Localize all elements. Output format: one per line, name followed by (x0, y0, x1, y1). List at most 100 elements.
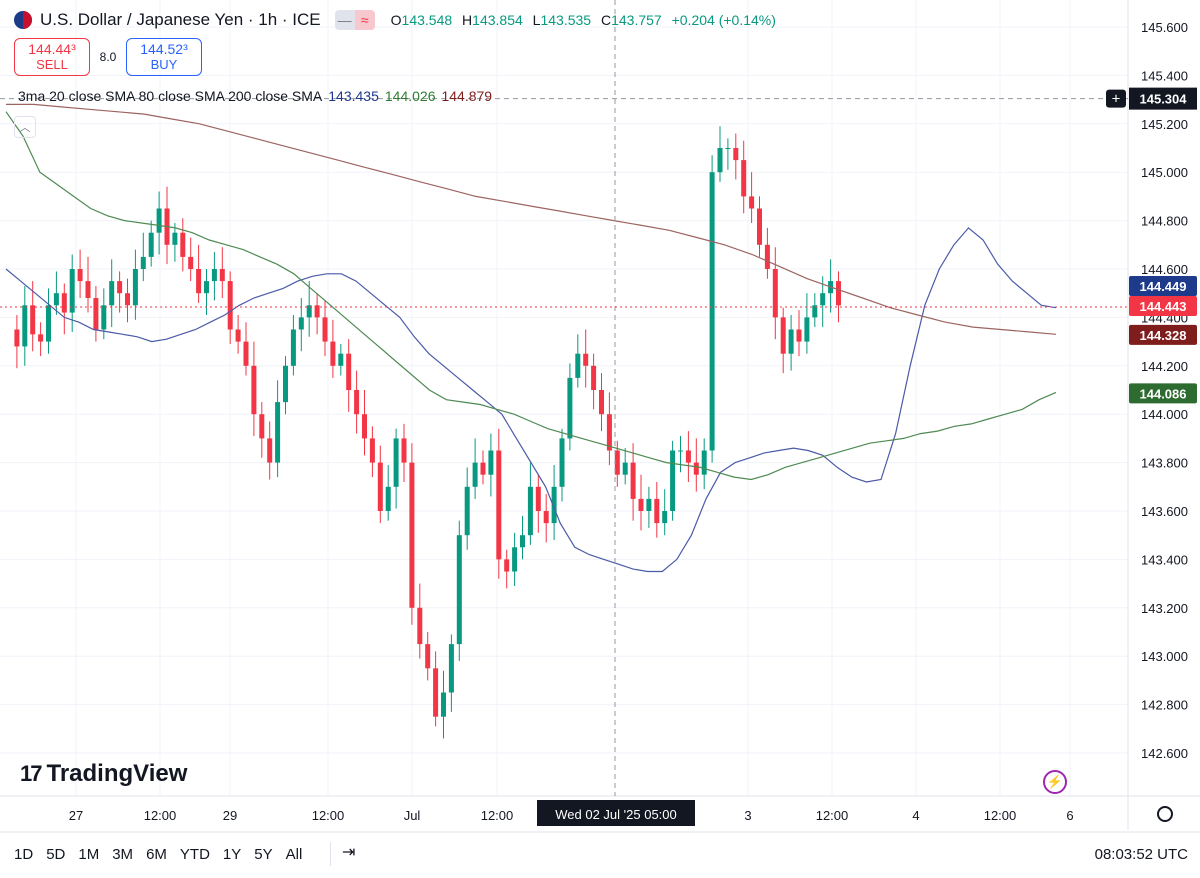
candle-body (472, 462, 478, 487)
candle-body (646, 498, 652, 511)
crosshair-price-label-bg (1129, 87, 1197, 110)
range-all[interactable]: All (285, 846, 303, 863)
candle-body (267, 438, 273, 463)
candle-body (219, 269, 225, 282)
pill-toggle[interactable]: — ≈ (334, 10, 375, 30)
candle-body (14, 329, 20, 347)
y-tick-label: 145.600 (1141, 20, 1188, 35)
candle-body (93, 298, 99, 330)
candle-body (362, 414, 367, 439)
candle-body (354, 390, 360, 415)
sma20-value: 143.435 (328, 88, 379, 104)
price-label-text-sma200: 144.328 (1140, 328, 1187, 343)
candle-body (535, 486, 541, 511)
range-ytd[interactable]: YTD (179, 846, 210, 863)
candle-body (448, 644, 454, 693)
candle-body (85, 281, 91, 299)
crosshair-time-label: Wed 02 Jul '25 05:00 (555, 807, 677, 822)
candle-body (117, 281, 123, 294)
candle-body (480, 462, 486, 475)
candle-body (306, 305, 312, 318)
sell-button[interactable]: 144.44³ SELL (14, 38, 90, 76)
candle-body (69, 269, 75, 313)
candle-body (591, 365, 597, 390)
candle-body (567, 377, 573, 439)
buy-button[interactable]: 144.52³ BUY (126, 38, 202, 76)
chevron-up-icon[interactable]: ︿ (14, 116, 36, 138)
gear-icon[interactable] (1157, 806, 1173, 822)
candle-body (622, 462, 628, 475)
y-tick-label: 145.200 (1141, 117, 1188, 132)
candle-body (630, 462, 636, 499)
candle-body (678, 450, 683, 452)
candle-body (725, 148, 731, 149)
low-value: 143.535 (540, 12, 592, 28)
candle-body (662, 511, 668, 524)
candle-body (30, 305, 36, 335)
range-3m[interactable]: 3M (112, 846, 134, 863)
x-tick-label: 3 (744, 808, 751, 823)
range-1d[interactable]: 1D (14, 846, 34, 863)
range-1m[interactable]: 1M (78, 846, 100, 863)
ohlc-readout: O143.548 H143.854 L143.535 C143.757 +0.2… (391, 12, 776, 28)
candle-body (685, 450, 691, 463)
candle-body (251, 365, 257, 415)
sma20-line (5, 227, 1057, 573)
candle-body (61, 293, 67, 313)
x-tick-label: 12:00 (984, 808, 1017, 823)
price-label-sma200 (1129, 324, 1197, 345)
crosshair-price-label: 145.304 (1140, 92, 1188, 107)
y-tick-label: 145.000 (1141, 165, 1188, 180)
candle-body (733, 148, 739, 161)
candle-body (575, 353, 581, 378)
candle-body (504, 559, 510, 572)
candle-body (385, 486, 391, 511)
utc-clock[interactable]: 08:03:52 UTC (1094, 846, 1188, 863)
y-tick-label: 145.400 (1141, 68, 1188, 83)
y-tick-label: 144.800 (1141, 214, 1188, 229)
candle-body (670, 450, 676, 511)
candle-body (22, 305, 28, 347)
candle-body (369, 438, 375, 463)
high-label: H (462, 12, 473, 28)
candle-body (283, 365, 288, 403)
lightning-icon[interactable]: ⚡ (1043, 770, 1067, 794)
range-5d[interactable]: 5D (46, 846, 66, 863)
candle-body (132, 269, 138, 306)
candle-body (235, 329, 241, 342)
x-tick-label: 12:00 (144, 808, 177, 823)
candle-body (425, 644, 431, 669)
candle-body (749, 196, 755, 209)
candle-body (693, 462, 699, 475)
minus-icon[interactable]: — (334, 10, 355, 30)
y-tick-label: 144.600 (1141, 262, 1188, 277)
sell-price: 144.44³ (28, 41, 76, 57)
candle-body (125, 293, 130, 306)
range-5y[interactable]: 5Y (254, 846, 273, 863)
candle-body (298, 317, 304, 330)
tradingview-mark-icon: 17 (20, 761, 43, 786)
candle-body (211, 269, 217, 282)
indicator-legend[interactable]: 3ma 20 close SMA 80 close SMA 200 close … (18, 88, 492, 104)
candle-body (140, 256, 146, 269)
close-label: C (600, 12, 612, 28)
range-1y[interactable]: 1Y (222, 846, 242, 863)
candle-body (812, 305, 818, 318)
candle-body (401, 438, 407, 463)
y-tick-label: 143.400 (1141, 552, 1188, 567)
candle-body (757, 208, 762, 245)
candle-body (717, 148, 723, 173)
candle-body (417, 607, 423, 645)
candle-body (741, 160, 747, 197)
candle-body (101, 305, 107, 330)
price-label-sma20 (1129, 276, 1197, 296)
symbol-title[interactable]: U.S. Dollar / Japanese Yen · 1h · ICE (40, 10, 321, 29)
candle-body (788, 329, 794, 354)
calendar-range-icon[interactable]: ⇥ (342, 844, 356, 861)
range-6m[interactable]: 6M (146, 846, 167, 863)
candle-body (543, 511, 549, 524)
range-selector: 1D 5D 1M 3M 6M YTD 1Y 5Y All (14, 846, 315, 863)
y-tick-label: 143.800 (1141, 456, 1188, 471)
wave-icon[interactable]: ≈ (354, 10, 375, 30)
